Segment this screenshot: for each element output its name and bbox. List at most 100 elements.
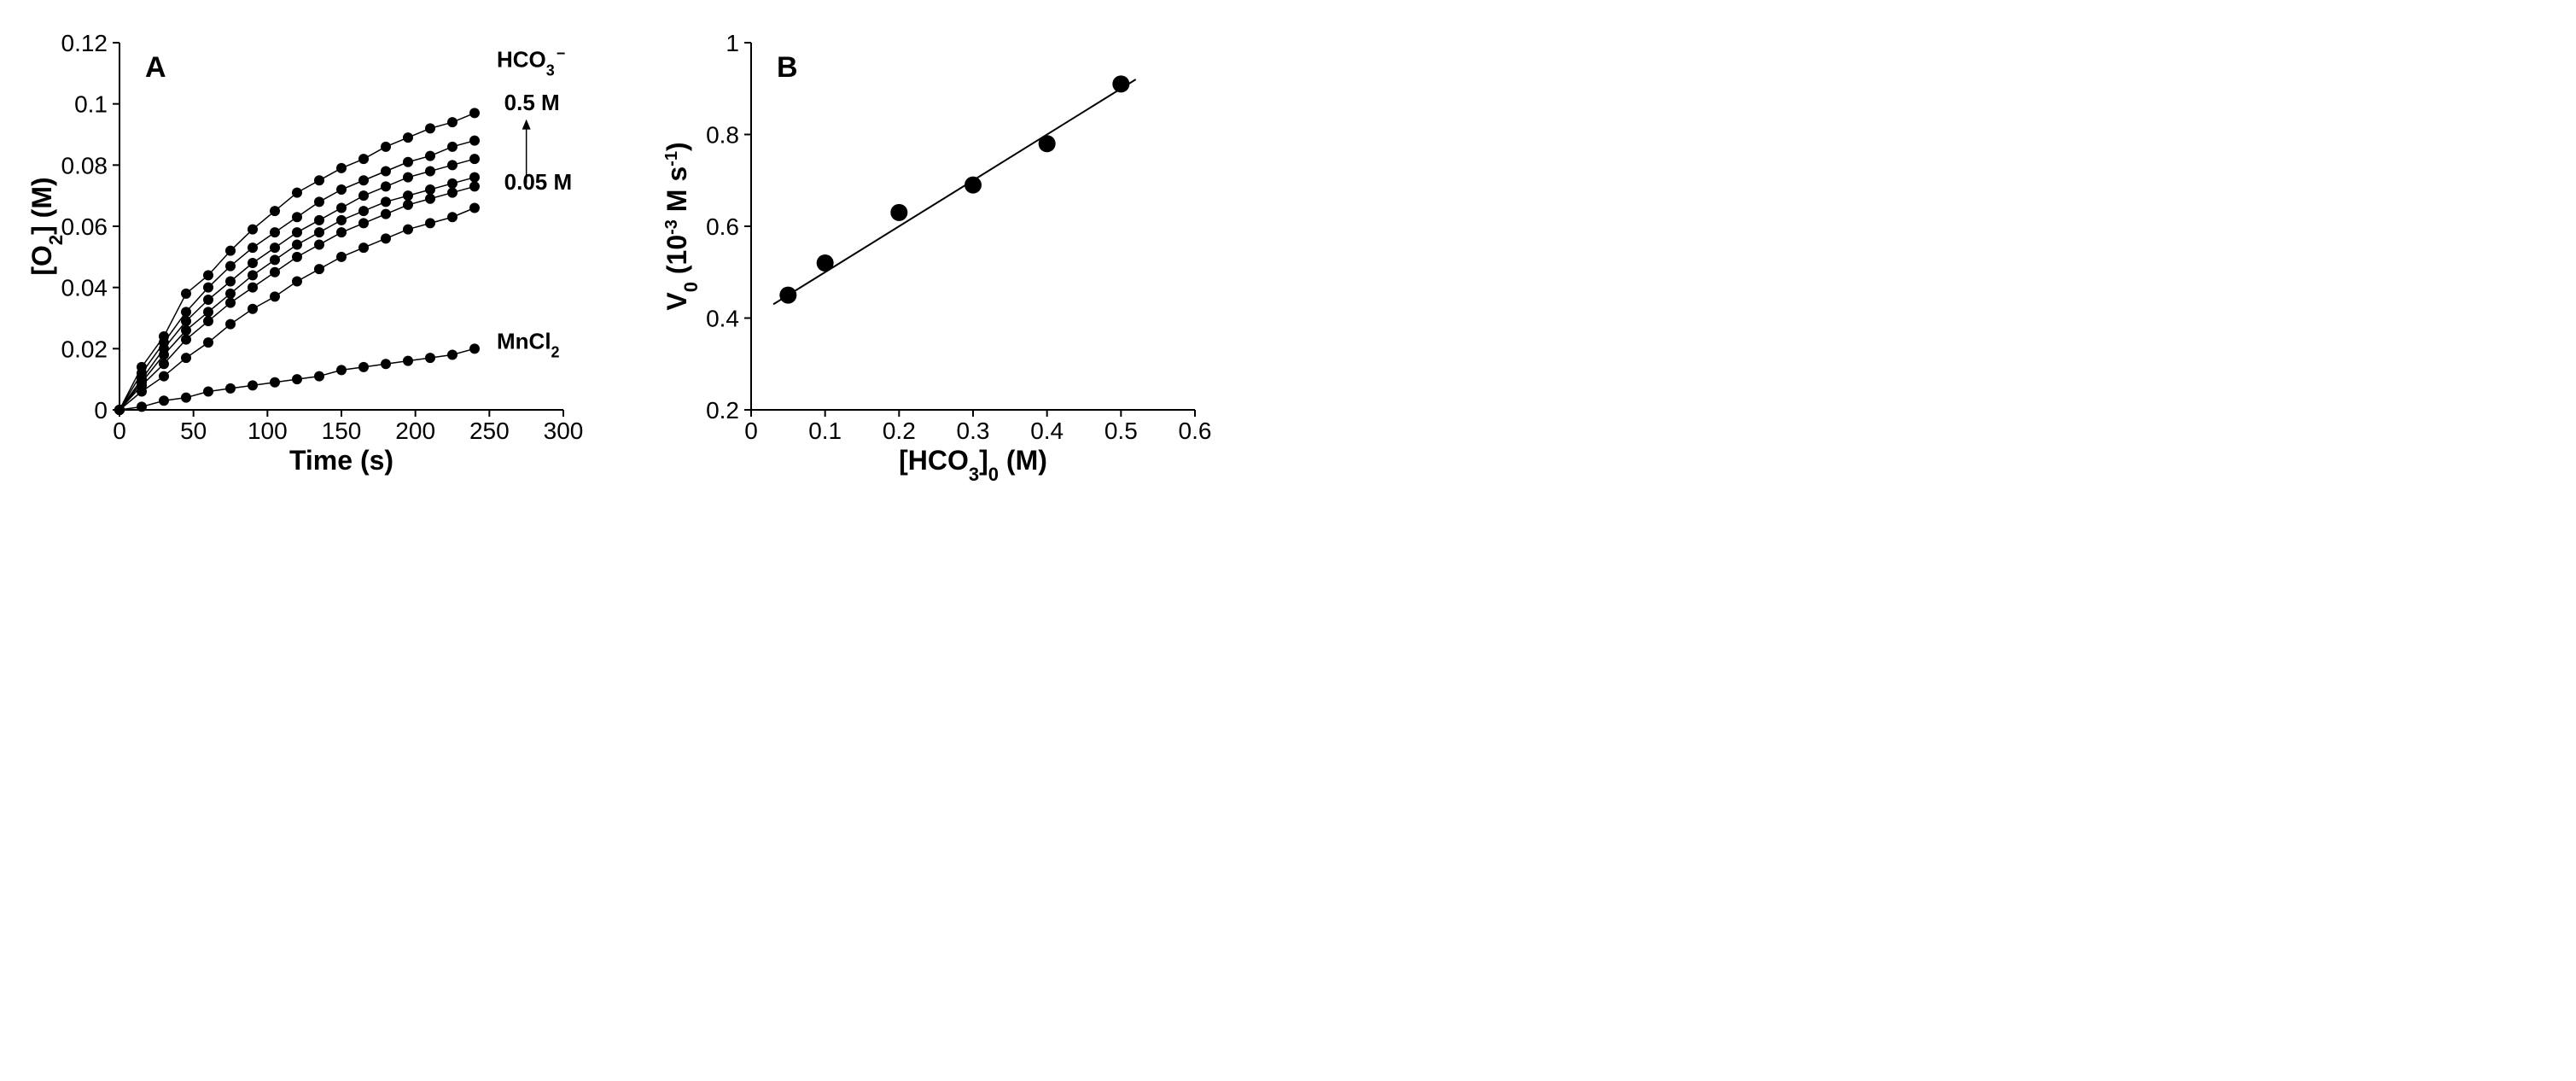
data-point [225, 319, 236, 330]
data-point [447, 212, 458, 222]
data-point [336, 203, 347, 213]
data-point [181, 335, 191, 345]
data-point [381, 181, 391, 191]
svg-text:0: 0 [744, 418, 758, 444]
annotation-top-conc: 0.5 M [504, 90, 560, 115]
data-point [358, 362, 369, 372]
data-point [336, 163, 347, 173]
data-point [225, 261, 236, 272]
data-point [270, 227, 280, 237]
data-point [403, 190, 413, 201]
data-point [358, 175, 369, 185]
data-point [248, 242, 258, 253]
data-point [203, 337, 213, 348]
data-point [314, 264, 324, 274]
data-point [114, 405, 125, 415]
annotation-hco3: HCO3− [497, 45, 565, 79]
data-point [1112, 75, 1129, 92]
svg-text:B: B [777, 51, 798, 84]
data-point [425, 353, 435, 363]
data-point [181, 289, 191, 299]
svg-text:100: 100 [248, 418, 288, 444]
svg-text:0: 0 [113, 418, 126, 444]
svg-text:Time (s): Time (s) [289, 445, 393, 476]
data-point [447, 178, 458, 189]
data-point [248, 304, 258, 314]
data-point [425, 184, 435, 195]
data-point [314, 227, 324, 237]
data-point [270, 206, 280, 216]
arrow-head-icon [522, 120, 531, 130]
panel-a-svg: 05010015020025030000.020.040.060.080.10.… [26, 17, 606, 487]
data-point [292, 240, 302, 250]
svg-text:50: 50 [180, 418, 207, 444]
data-point [314, 215, 324, 225]
data-point [181, 325, 191, 336]
data-point [469, 343, 480, 354]
data-point [181, 307, 191, 317]
data-point [425, 167, 435, 177]
data-point [447, 117, 458, 127]
data-point [425, 194, 435, 204]
data-point [181, 393, 191, 403]
data-point [203, 387, 213, 397]
svg-text:0.4: 0.4 [706, 306, 739, 332]
data-point [270, 267, 280, 278]
data-point [447, 142, 458, 152]
data-point [292, 212, 302, 222]
data-point [358, 242, 369, 253]
data-point [403, 172, 413, 183]
data-point [270, 254, 280, 265]
data-point [225, 289, 236, 299]
data-point [270, 377, 280, 388]
data-point [403, 356, 413, 366]
svg-text:150: 150 [322, 418, 362, 444]
svg-text:0.2: 0.2 [706, 397, 739, 424]
data-point [469, 108, 480, 118]
data-point [817, 254, 834, 272]
svg-text:200: 200 [395, 418, 435, 444]
svg-text:300: 300 [544, 418, 584, 444]
svg-text:0.4: 0.4 [1030, 418, 1064, 444]
svg-text:0.08: 0.08 [61, 152, 108, 178]
panel-b-svg: 00.10.20.30.40.50.60.20.40.60.81[HCO3]0 … [657, 17, 1238, 487]
figure-wrap: 05010015020025030000.020.040.060.080.10.… [0, 0, 2576, 521]
svg-text:0.04: 0.04 [61, 275, 108, 301]
data-point [181, 353, 191, 363]
data-point [358, 190, 369, 201]
data-point [336, 227, 347, 237]
data-point [203, 307, 213, 317]
data-point [469, 136, 480, 146]
data-point [447, 188, 458, 198]
data-point [336, 252, 347, 262]
svg-text:0.6: 0.6 [706, 213, 739, 240]
data-point [314, 240, 324, 250]
panel-b-container: 00.10.20.30.40.50.60.20.40.60.81[HCO3]0 … [657, 17, 1238, 487]
data-point [358, 154, 369, 164]
data-point [248, 380, 258, 390]
data-point [425, 218, 435, 228]
data-point [403, 225, 413, 235]
data-point [225, 277, 236, 287]
svg-text:250: 250 [469, 418, 510, 444]
data-point [248, 258, 258, 268]
svg-text:0.06: 0.06 [61, 213, 108, 240]
data-point [965, 177, 982, 194]
data-point [314, 175, 324, 185]
svg-text:0.3: 0.3 [957, 418, 990, 444]
svg-text:V0 (10-3 M s-1): V0 (10-3 M s-1) [661, 142, 702, 310]
data-point [403, 132, 413, 143]
data-point [314, 371, 324, 382]
svg-text:0.1: 0.1 [808, 418, 842, 444]
data-point [292, 188, 302, 198]
data-point [225, 298, 236, 308]
data-point [159, 359, 169, 369]
data-point [270, 242, 280, 253]
data-point [270, 291, 280, 301]
data-point [358, 206, 369, 216]
data-point [292, 277, 302, 287]
data-point [469, 203, 480, 213]
data-point [425, 123, 435, 133]
data-point [425, 151, 435, 161]
data-point [159, 331, 169, 342]
